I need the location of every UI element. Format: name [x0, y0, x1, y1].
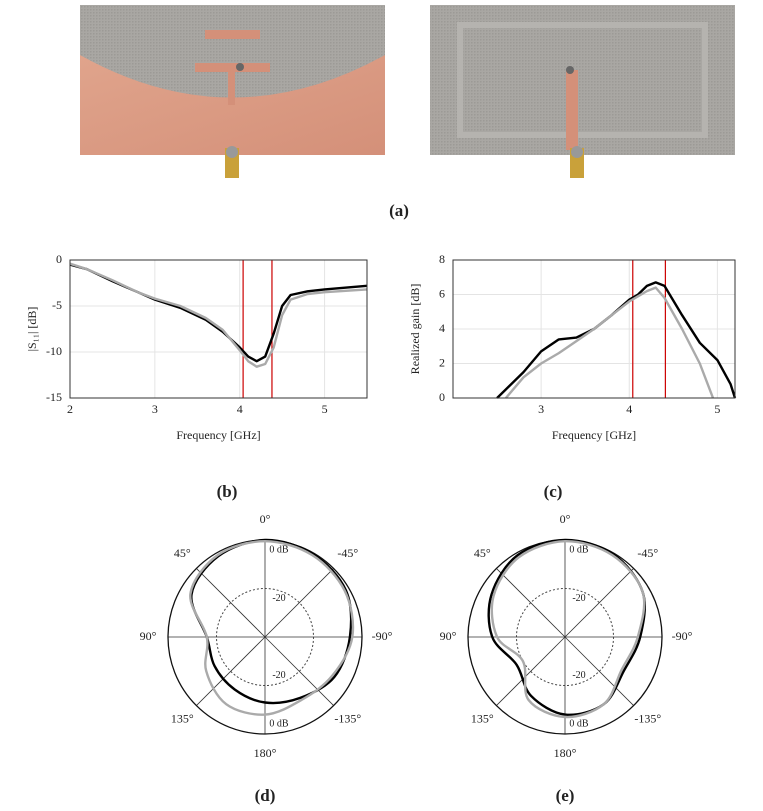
spoke	[496, 568, 566, 638]
x-axis-label: Frequency [GHz]	[552, 428, 636, 442]
pattern-line	[190, 538, 353, 705]
x-tick-label: 5	[322, 402, 328, 416]
series-line	[69, 263, 368, 363]
y-tick-label: -15	[46, 390, 62, 404]
radial-label: -20	[572, 670, 585, 681]
angle-label: 135°	[471, 711, 494, 725]
angle-label: -45°	[637, 546, 658, 560]
plot-frame	[69, 259, 368, 399]
panel-label: (e)	[556, 786, 575, 805]
radial-label: -20	[272, 593, 285, 604]
pattern-line	[189, 539, 355, 716]
radial-label: 0 dB	[569, 718, 589, 729]
x-tick-label: 4	[237, 402, 243, 416]
spoke	[564, 636, 634, 706]
x-tick-label: 3	[152, 402, 158, 416]
radial-ring	[516, 588, 614, 686]
angle-label: -135°	[634, 711, 661, 725]
panel-label: (d)	[255, 786, 276, 805]
x-tick-label: 2	[67, 402, 73, 416]
spoke	[564, 568, 634, 638]
series-line	[496, 281, 737, 399]
radial-label: -20	[572, 593, 585, 604]
x-tick-label: 3	[538, 402, 544, 416]
radial-label: 0 dB	[269, 718, 289, 729]
x-tick-label: 5	[714, 402, 720, 416]
angle-label: -45°	[337, 546, 358, 560]
y-tick-label: 8	[439, 252, 445, 266]
photo-back	[430, 5, 735, 178]
panel-label: (c)	[544, 482, 563, 501]
x-axis-label: Frequency [GHz]	[176, 428, 260, 442]
y-tick-label: 2	[439, 355, 445, 369]
y-tick-label: 6	[439, 286, 445, 300]
y-axis-label: |S₁₁| [dB]	[25, 307, 39, 352]
pattern-line	[487, 538, 646, 717]
panel-label: (b)	[217, 482, 238, 501]
spoke	[264, 636, 334, 706]
radial-label: 0 dB	[569, 544, 589, 555]
angle-label: 0°	[560, 512, 571, 526]
series-line	[69, 262, 368, 368]
radial-label: 0 dB	[269, 544, 289, 555]
angle-label: -90°	[372, 629, 393, 643]
spoke	[196, 568, 266, 638]
angle-label: 45°	[174, 546, 191, 560]
radial-ring	[216, 588, 314, 686]
panel-label: (a)	[389, 201, 409, 220]
angle-label: 90°	[140, 629, 157, 643]
photo-front	[80, 5, 385, 178]
y-tick-label: 4	[439, 321, 445, 335]
y-tick-label: 0	[439, 390, 445, 404]
angle-label: 90°	[440, 629, 457, 643]
series-line	[504, 286, 715, 399]
spoke	[264, 568, 334, 638]
angle-label: -135°	[334, 711, 361, 725]
angle-label: 135°	[171, 711, 194, 725]
spoke	[496, 636, 566, 706]
angle-label: -90°	[672, 629, 693, 643]
angle-label: 180°	[554, 746, 577, 760]
radial-label: -20	[272, 670, 285, 681]
angle-label: 45°	[474, 546, 491, 560]
plot-frame	[452, 259, 736, 399]
pattern-line	[490, 539, 646, 719]
y-tick-label: 0	[56, 252, 62, 266]
angle-label: 180°	[254, 746, 277, 760]
y-tick-label: -10	[46, 344, 62, 358]
angle-label: 0°	[260, 512, 271, 526]
x-tick-label: 4	[626, 402, 632, 416]
y-axis-label: Realized gain [dB]	[408, 284, 422, 375]
spoke	[196, 636, 266, 706]
y-tick-label: -5	[52, 298, 62, 312]
